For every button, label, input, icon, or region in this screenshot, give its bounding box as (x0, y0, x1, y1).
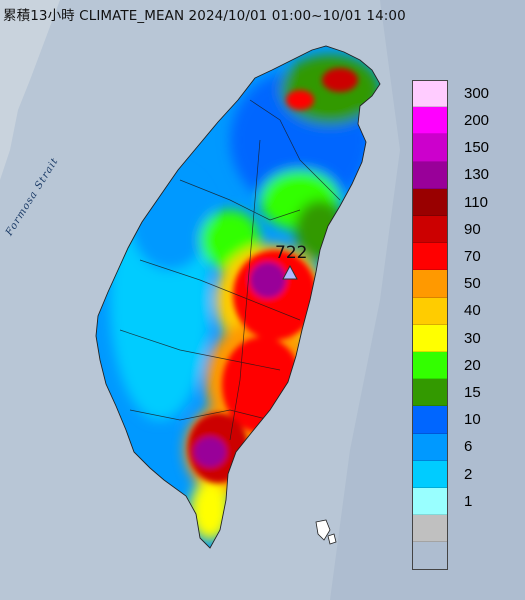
legend-swatch (412, 134, 448, 162)
legend-swatch (412, 460, 448, 488)
legend-label: 90 (464, 220, 481, 238)
color-legend: 300 200 150 130 110 90 70 50 40 30 20 15 10 6 2 1 (412, 80, 512, 570)
orchid-island (327, 533, 337, 545)
legend-label: 130 (464, 166, 490, 184)
green-island (315, 519, 331, 541)
legend-swatch (412, 243, 448, 271)
legend-label: 1 (464, 492, 473, 510)
legend-swatch (412, 324, 448, 352)
legend-swatch (412, 379, 448, 407)
legend-label: 10 (464, 411, 481, 429)
legend-swatch (412, 515, 448, 543)
mainland-coast (0, 0, 60, 180)
legend-label: 15 (464, 383, 481, 401)
legend-swatch (412, 488, 448, 516)
legend-label: 150 (464, 139, 490, 157)
legend-swatch (412, 188, 448, 216)
legend-label: 300 (464, 84, 490, 102)
legend-swatch (412, 297, 448, 325)
taiwan-outline (95, 45, 381, 549)
legend-label: 30 (464, 329, 481, 347)
legend-label: 6 (464, 438, 473, 456)
legend-frame (412, 80, 448, 570)
map-title: 累積13小時 CLIMATE_MEAN 2024/10/01 01:00~10/… (3, 8, 406, 24)
legend-swatch (412, 80, 448, 108)
legend-label: 200 (464, 111, 490, 129)
legend-swatch (412, 352, 448, 380)
legend-label: 70 (464, 247, 481, 265)
legend-label: 40 (464, 302, 481, 320)
legend-swatch (412, 107, 448, 135)
legend-label: 2 (464, 465, 473, 483)
legend-swatch (412, 406, 448, 434)
max-value-label: 722 (275, 243, 308, 263)
legend-swatch (412, 433, 448, 461)
legend-label: 50 (464, 275, 481, 293)
legend-label: 20 (464, 356, 481, 374)
max-rainfall-marker (282, 264, 298, 280)
legend-swatch (412, 161, 448, 189)
legend-swatch (412, 216, 448, 244)
legend-swatch (412, 270, 448, 298)
legend-label: 110 (464, 193, 488, 211)
